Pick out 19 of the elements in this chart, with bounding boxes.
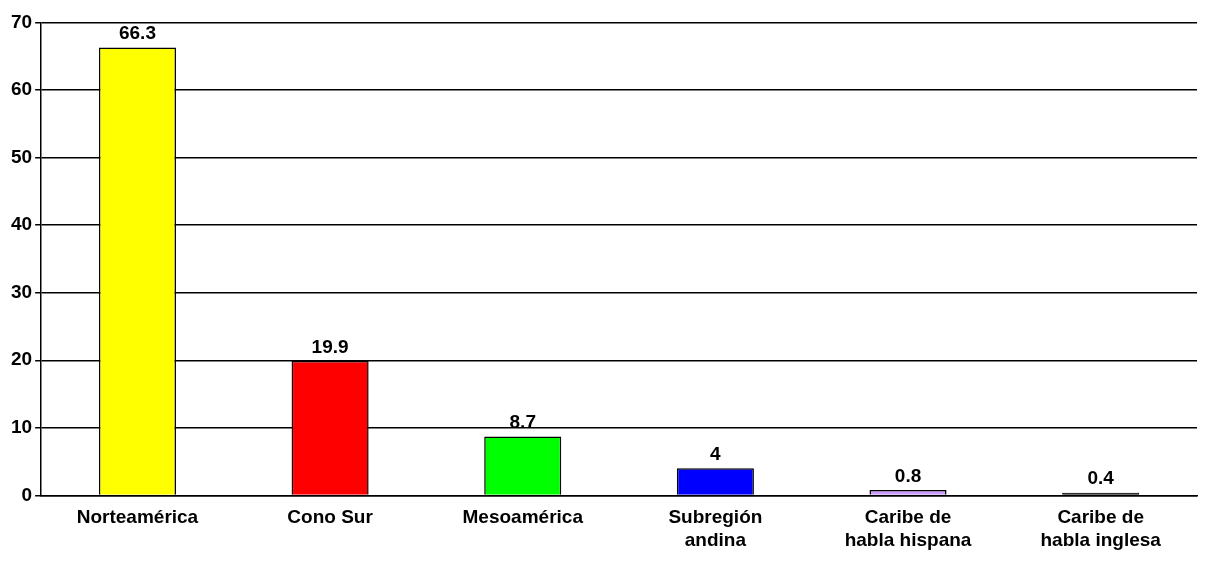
y-tick-label: 60 (10, 78, 33, 100)
data-label: 0.4 (1087, 467, 1115, 489)
data-label: 0.8 (894, 464, 922, 486)
x-tick-label: Caribe de habla inglesa (1040, 506, 1162, 550)
data-label: 4 (710, 443, 722, 465)
y-tick-label: 0 (21, 483, 33, 505)
data-label: 66.3 (118, 22, 156, 44)
y-tick-label: 70 (10, 10, 33, 32)
y-tick-label: 40 (10, 213, 33, 235)
x-tick-label: Norteamérica (76, 506, 199, 528)
x-tick-label: Mesoamérica (462, 506, 584, 528)
data-label: 19.9 (311, 335, 349, 357)
y-tick-label: 50 (10, 145, 33, 167)
y-tick-label: 10 (10, 416, 33, 438)
x-tick-label: Cono Sur (287, 506, 374, 528)
x-tick-label: Caribe de habla hispana (844, 506, 972, 550)
y-tick-label: 30 (10, 280, 33, 302)
y-tick-label: 20 (10, 348, 33, 370)
x-tick-label: Subregión andina (668, 506, 763, 550)
